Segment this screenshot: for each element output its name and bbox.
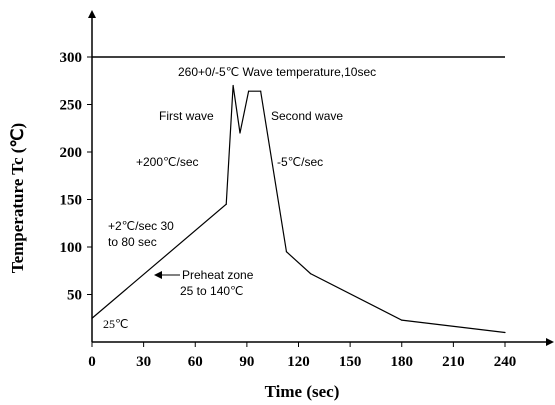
annotation-ramp-slow-line2: to 80 sec	[108, 235, 157, 249]
annotation-peak: 260+0/-5℃ Wave temperature,10sec	[178, 65, 376, 79]
data-point	[247, 90, 250, 92]
x-tick-label: 210	[442, 354, 465, 370]
x-axis-title: Time (sec)	[265, 382, 340, 401]
annotation-first-wave: First wave	[159, 109, 214, 123]
annotation-preheat-line2: 25 to 140℃	[180, 284, 244, 298]
data-point	[225, 203, 227, 205]
x-tick-label: 30	[136, 354, 151, 370]
data-point	[91, 317, 93, 319]
y-tick-label: 300	[60, 50, 83, 66]
data-point	[285, 251, 288, 253]
data-point	[401, 319, 403, 321]
y-tick-label: 150	[60, 193, 83, 209]
y-tick-label: 100	[60, 240, 83, 256]
annotation-cool-rate: -5℃/sec	[277, 155, 323, 169]
data-point	[260, 90, 262, 92]
annotation-second-wave: Second wave	[271, 109, 343, 123]
x-tick-label: 0	[88, 354, 96, 370]
x-ticks: 0 30 60 90 120 150 180 210 240	[88, 342, 516, 370]
y-axis-title: Temperature Tc (℃)	[8, 123, 27, 273]
series-line	[91, 85, 506, 334]
y-tick-label: 200	[60, 145, 83, 161]
y-tick-label: 50	[67, 288, 82, 304]
data-point	[504, 331, 506, 334]
x-tick-label: 120	[287, 354, 310, 370]
annotation-ramp-fast: +200℃/sec	[136, 155, 199, 169]
annotation-preheat-line1: Preheat zone	[182, 268, 254, 282]
x-tick-label: 150	[339, 354, 362, 370]
x-tick-label: 180	[391, 354, 414, 370]
data-point	[239, 132, 241, 134]
x-tick-label: 90	[239, 354, 254, 370]
y-ticks: 50 100 150 200 250 300	[60, 50, 92, 304]
annotation-ramp-slow-line1: +2℃/sec 30	[108, 219, 174, 233]
y-tick-label: 250	[60, 98, 83, 114]
data-point	[232, 84, 234, 87]
data-point	[309, 273, 312, 275]
data-points	[91, 84, 506, 334]
x-tick-label: 60	[188, 354, 203, 370]
x-tick-label: 240	[494, 354, 517, 370]
annotation-start-temp: 25℃	[103, 317, 128, 331]
